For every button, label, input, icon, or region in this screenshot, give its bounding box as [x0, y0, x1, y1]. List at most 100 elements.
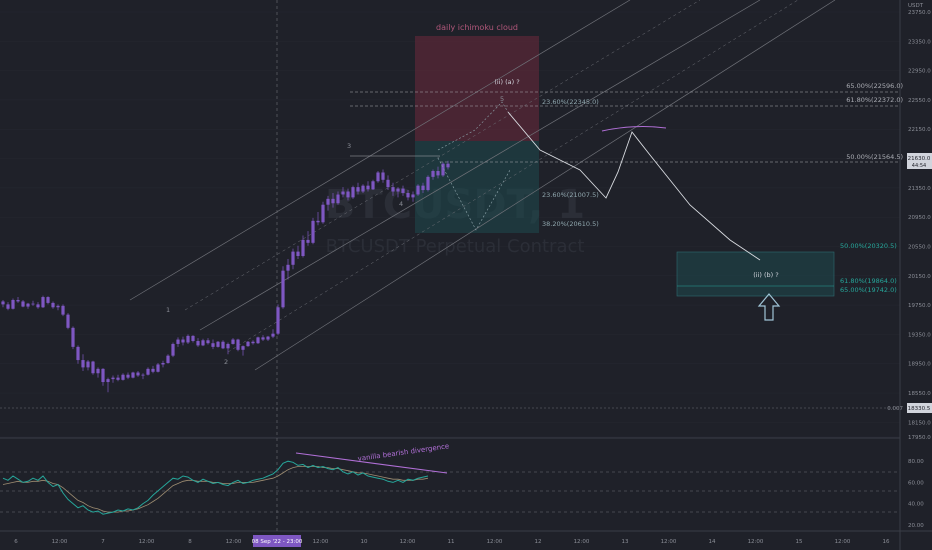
candle-body [346, 191, 350, 198]
divergence-line [295, 452, 448, 474]
candle-body [301, 239, 305, 257]
level-zero-label: 0.007 [887, 406, 903, 412]
candle-body [336, 194, 340, 204]
candle-body [441, 163, 445, 176]
price-tick-label: 22950.0 [908, 69, 931, 75]
channel-lower-mid-line [254, 0, 836, 371]
up-arrow-icon [757, 293, 781, 321]
candle-body [326, 198, 330, 205]
time-tick-label: 8 [188, 539, 192, 545]
price-tick-label: 22550.0 [908, 98, 931, 104]
candle-body [21, 301, 25, 307]
time-tick-label: 12:00 [487, 539, 503, 545]
wave-top-label: (ii) (a) ? [494, 78, 519, 86]
price-tick-label: 17950.0 [908, 435, 931, 441]
candle-body [436, 171, 440, 176]
candle-body [71, 327, 75, 347]
time-tick-label: 12:00 [748, 539, 764, 545]
time-tick-label: 10 [361, 539, 368, 545]
time-tick-label: 12:00 [835, 539, 851, 545]
candle-body [331, 198, 335, 204]
channel-upper-line [129, 0, 631, 301]
wave-projection-dotted-up [437, 101, 509, 151]
price-tick-label: 18550.0 [908, 391, 931, 397]
wave-point-1: 1 [166, 306, 170, 314]
oscillator-line [2, 460, 429, 515]
candle-body [126, 374, 130, 378]
price-tick-label: 23750.0 [908, 10, 931, 16]
symbol-watermark-subtitle: BTCUSDT Perpetual Contract [326, 236, 585, 257]
candle-body [421, 185, 425, 191]
candle-body [191, 335, 195, 342]
wave-point-2: 2 [224, 358, 228, 366]
bar-countdown: 44:54 [912, 163, 926, 169]
oscillator-tick-label: 20.00 [908, 523, 924, 529]
time-tick-label: 12:00 [574, 539, 590, 545]
time-tick-label: 6 [14, 539, 18, 545]
time-tick-label: 12:00 [313, 539, 329, 545]
top-arc [601, 126, 667, 132]
time-tick-label: 12:00 [226, 539, 242, 545]
cloud-label: daily ichimoku cloud [436, 23, 518, 32]
price-tick-label: 23350.0 [908, 39, 931, 45]
target-fib-label-65: 65.00%(19742.0) [840, 286, 897, 294]
candle-body [151, 368, 155, 372]
fib-label-618: 61.80%(22372.0) [846, 96, 903, 104]
candle-body [321, 204, 325, 223]
time-tick-label: 12:00 [400, 539, 416, 545]
candle-body [86, 361, 90, 368]
candle-body [156, 364, 160, 372]
candle-body [231, 339, 235, 344]
level-zero-price: 18330.5 [908, 406, 931, 412]
candle-body [66, 314, 70, 328]
time-tick-label: 12 [535, 539, 542, 545]
candle-body [106, 379, 110, 383]
wave-point-4: 4 [399, 200, 403, 208]
candle-body [266, 336, 270, 340]
wave-projection-dotted-down [437, 157, 511, 231]
candle-body [366, 185, 370, 190]
time-tick-label: 16 [883, 539, 890, 545]
candle-body [401, 188, 405, 193]
cloud-teal-box [415, 141, 539, 233]
candle-body [276, 307, 280, 334]
candle-body [141, 374, 145, 376]
candle-body [396, 188, 400, 192]
candle-body [371, 181, 375, 190]
price-tick-label: 19750.0 [908, 303, 931, 309]
candle-body [256, 337, 260, 344]
candle-body [101, 368, 105, 383]
currency-label: USDT [908, 3, 924, 9]
candle-body [51, 302, 55, 308]
candle-body [316, 220, 320, 223]
channel-inner-dashed-line [227, 0, 799, 353]
oscillator-tick-label: 80.00 [908, 459, 924, 465]
candle-body [161, 362, 165, 365]
channel-median-line [184, 0, 701, 311]
candle-body [411, 194, 415, 198]
candle-body [6, 304, 10, 309]
candle-body [186, 335, 190, 343]
candle-body [296, 251, 300, 257]
candle-body [96, 368, 100, 374]
target-fib-label-50: 50.00%(20320.5) [840, 242, 897, 250]
time-tick-label: 13 [622, 539, 629, 545]
candle-body [381, 172, 385, 180]
price-tick-label: 18950.0 [908, 362, 931, 368]
candle-body [16, 299, 20, 302]
candle-body [11, 299, 15, 309]
time-tick-label: 15 [796, 539, 803, 545]
fib-label-382: 38.20%(20610.5) [542, 220, 599, 228]
current-price-value: 21630.0 [908, 156, 931, 162]
price-tick-label: 19350.0 [908, 332, 931, 338]
candle-body [351, 187, 355, 198]
candle-body [216, 341, 220, 347]
parallel-channel [129, 0, 836, 371]
candle-body [131, 372, 135, 378]
time-axis: 6 12:00 7 12:00 8 12:00 08 Sep '22 - 23:00 12:0… [14, 535, 890, 547]
price-tick-label: 20950.0 [908, 215, 931, 221]
candle-body [226, 343, 230, 349]
target-zone-box [676, 251, 835, 297]
candlestick-series [1, 160, 450, 393]
oscillator-tick-label: 60.00 [908, 480, 924, 486]
